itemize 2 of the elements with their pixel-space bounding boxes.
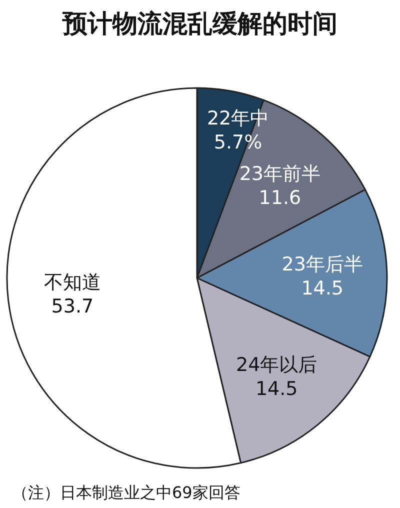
- annotation: （注）日本制造业之中69家回答: [12, 483, 240, 502]
- title: 预计物流混乱缓解的时间: [62, 9, 338, 38]
